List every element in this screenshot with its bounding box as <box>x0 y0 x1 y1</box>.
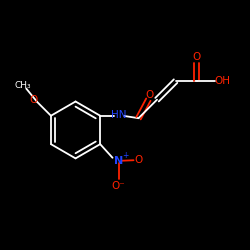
Text: O: O <box>135 155 143 165</box>
Text: O: O <box>146 90 154 100</box>
Text: O: O <box>192 52 200 62</box>
Text: N: N <box>114 156 123 166</box>
Text: O⁻: O⁻ <box>112 181 126 191</box>
Text: OH: OH <box>214 76 230 86</box>
Text: O: O <box>30 95 38 105</box>
Text: HN: HN <box>111 110 126 120</box>
Text: CH₃: CH₃ <box>14 81 31 90</box>
Text: +: + <box>122 151 128 160</box>
